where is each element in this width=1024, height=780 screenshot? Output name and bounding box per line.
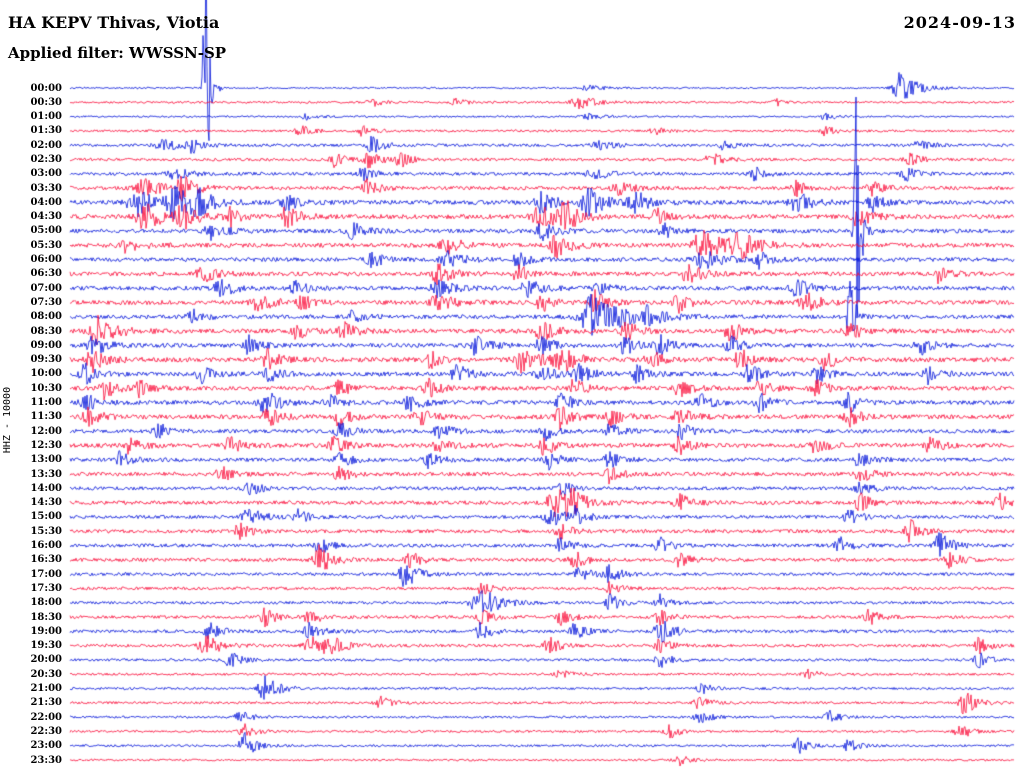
time-label: 06:00 [30,254,62,266]
time-label: 08:00 [30,311,62,323]
time-label: 14:30 [30,497,62,509]
date-label: 2024-09-13 [903,13,1016,32]
time-label: 18:00 [30,597,62,609]
time-label: 08:30 [30,325,62,337]
time-label: 20:30 [30,668,62,680]
time-label: 23:00 [30,740,62,752]
time-label: 16:00 [30,540,62,552]
time-label: 05:30 [30,239,62,251]
time-label: 13:30 [30,468,62,480]
time-label: 01:00 [30,111,62,123]
time-label: 15:00 [30,511,62,523]
time-label: 15:30 [30,525,62,537]
time-label: 06:30 [30,268,62,280]
time-label: 11:30 [30,411,62,423]
time-label: 03:30 [30,182,62,194]
time-label: 04:00 [30,196,62,208]
time-label: 22:30 [30,725,62,737]
time-label: 23:30 [30,754,62,766]
time-label: 16:30 [30,554,62,566]
time-label: 09:30 [30,354,62,366]
time-label: 00:00 [30,82,62,94]
time-label: 19:00 [30,625,62,637]
time-label: 17:00 [30,568,62,580]
time-label: 01:30 [30,125,62,137]
time-label: 05:00 [30,225,62,237]
time-label: 12:30 [30,439,62,451]
time-label: 00:30 [30,96,62,108]
applied-filter-label: Applied filter: WWSSN-SP [8,44,227,62]
time-label: 14:00 [30,482,62,494]
time-label: 18:30 [30,611,62,623]
time-label: 21:30 [30,697,62,709]
time-label: 11:00 [30,397,62,409]
time-label: 02:00 [30,139,62,151]
time-label: 22:00 [30,711,62,723]
time-label: 19:30 [30,640,62,652]
station-title: HA KEPV Thivas, Viotia [8,13,220,32]
time-label: 02:30 [30,153,62,165]
time-label: 12:00 [30,425,62,437]
time-label: 04:30 [30,211,62,223]
time-label: 10:00 [30,368,62,380]
time-label: 07:30 [30,296,62,308]
time-label: 17:30 [30,582,62,594]
time-label: 09:00 [30,339,62,351]
time-label: 07:00 [30,282,62,294]
time-label: 20:00 [30,654,62,666]
time-label: 21:00 [30,683,62,694]
time-label: 03:00 [30,168,62,180]
time-label: 13:00 [30,454,62,466]
time-label: 10:30 [30,382,62,394]
